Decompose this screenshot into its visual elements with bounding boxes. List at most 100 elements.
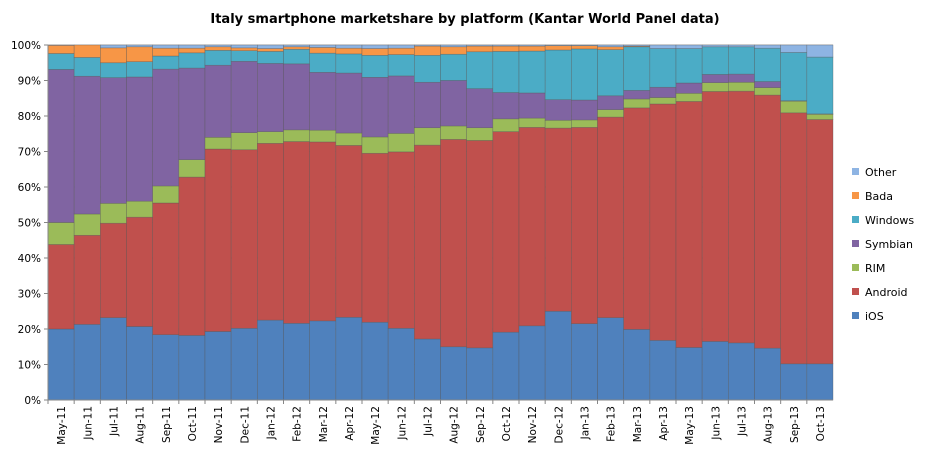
x-tick-label: May-11 (56, 406, 68, 445)
legend-label: Android (865, 286, 908, 299)
bar-segment (152, 334, 180, 401)
bar-segment (701, 46, 729, 75)
bar-segment (152, 47, 180, 57)
bar-segment (466, 140, 494, 349)
bar-segment (701, 341, 729, 401)
bar-segment (309, 52, 337, 73)
legend-swatch (852, 240, 859, 247)
x-tick-label: Dec-11 (239, 406, 251, 443)
bar-segment (152, 55, 180, 70)
bar-segment (47, 244, 75, 330)
chart-title: Italy smartphone marketshare by platform… (210, 12, 719, 27)
x-tick-label: May-12 (370, 406, 382, 445)
bar-series (47, 44, 834, 401)
x-tick-label: Jul-13 (736, 406, 748, 437)
bar-segment (257, 48, 284, 52)
bar-segment (780, 363, 808, 401)
bar-segment (230, 132, 258, 151)
bar-segment (518, 44, 546, 47)
bar-segment (100, 47, 127, 64)
bar-segment (414, 45, 441, 56)
bar-segment (492, 92, 520, 120)
bar-segment (544, 45, 572, 51)
bar-segment (257, 319, 284, 401)
bar-segment (126, 46, 153, 62)
bar-segment (440, 125, 467, 140)
bar-segment (152, 185, 180, 204)
bar-segment (806, 113, 834, 120)
x-tick-label: Sep-12 (475, 406, 487, 443)
bar-segment (466, 347, 494, 401)
bar-segment (100, 62, 127, 78)
bar-segment (335, 316, 363, 401)
y-tick-label: 40% (18, 253, 41, 265)
bar-segment (571, 127, 598, 324)
bar-segment (230, 61, 258, 133)
bar-segment (649, 340, 677, 401)
bar-segment (701, 74, 729, 83)
bar-segment (701, 44, 729, 48)
bar-segment (387, 151, 415, 329)
bar-segment (230, 47, 258, 51)
bar-segment (492, 45, 520, 52)
bar-segment (335, 44, 363, 49)
bar-segment (544, 119, 572, 129)
bar-segment (675, 82, 703, 94)
bar-segment (518, 50, 546, 94)
bar-segment (440, 80, 467, 127)
bar-segment (230, 149, 258, 329)
y-tick-label: 30% (18, 289, 41, 301)
bar-segment (126, 216, 153, 327)
bar-segment (152, 44, 180, 49)
bar-segment (100, 44, 127, 49)
y-tick-label: 80% (18, 111, 41, 123)
x-tick-label: Nov-11 (213, 406, 225, 443)
bar-segment (178, 44, 206, 49)
bar-segment (204, 137, 232, 150)
bar-segment (571, 48, 598, 101)
bar-segment (675, 92, 703, 102)
bar-segment (283, 63, 310, 131)
bar-segment (754, 94, 781, 349)
bar-segment (440, 346, 467, 401)
bar-segment (257, 51, 284, 64)
legend-label: Windows (865, 214, 914, 227)
bar-segment (728, 44, 755, 48)
bar-segment (414, 54, 441, 83)
x-tick-label: Mar-12 (318, 406, 330, 442)
bar-segment (544, 99, 572, 121)
bar-segment (518, 45, 546, 52)
bar-segment (283, 48, 310, 65)
bar-segment (518, 325, 546, 401)
bar-segment (126, 44, 153, 48)
x-tick-label: Sep-11 (161, 406, 173, 443)
x-tick-label: Jul-12 (422, 406, 434, 437)
legend: Other Bada Windows Symbian RIM Android iOS (852, 166, 914, 323)
bar-segment (309, 72, 337, 131)
bar-segment (387, 327, 415, 401)
x-tick-label: Aug-11 (135, 406, 147, 444)
x-tick-label: Jul-11 (108, 406, 120, 437)
bar-segment (571, 323, 598, 401)
bar-segment (414, 144, 441, 340)
x-tick-label: Oct-11 (187, 406, 199, 441)
legend-label: Other (865, 166, 897, 179)
bar-segment (414, 44, 441, 47)
bar-segment (204, 64, 232, 138)
bar-segment (728, 81, 755, 92)
bar-segment (754, 44, 781, 49)
bar-segment (466, 127, 494, 141)
x-tick-label: Oct-12 (501, 406, 513, 441)
bar-segment (492, 118, 520, 132)
bar-segment (414, 338, 441, 401)
bar-segment (623, 329, 651, 401)
bar-segment (728, 46, 755, 75)
y-tick-label: 20% (18, 324, 41, 336)
bar-segment (754, 347, 781, 401)
x-tick-label: May-13 (684, 406, 696, 445)
bar-segment (178, 47, 206, 54)
bar-segment (780, 44, 808, 53)
y-tick-label: 60% (18, 182, 41, 194)
bar-segment (701, 91, 729, 342)
bar-segment (361, 136, 389, 154)
